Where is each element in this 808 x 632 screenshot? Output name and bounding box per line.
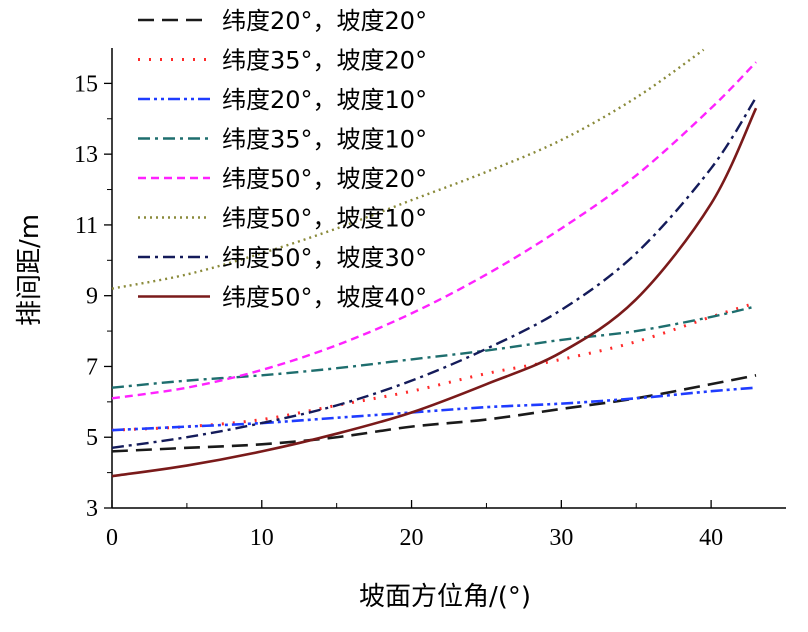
legend-entry-6: 纬度50°，坡度10°: [222, 205, 427, 233]
x-tick-label: 20: [400, 525, 424, 551]
x-tick-label: 0: [106, 525, 118, 551]
series-line-3: [111, 386, 757, 432]
legend-entry-7: 纬度50°，坡度30°: [222, 244, 427, 272]
series-line-4: [111, 305, 757, 389]
y-tick-label: 7: [86, 354, 98, 380]
series-line-2: [111, 301, 757, 432]
series-line-6: [111, 48, 705, 290]
y-tick-label: 11: [75, 213, 98, 239]
legend-entry-2: 纬度35°，坡度20°: [222, 47, 427, 75]
legend: 纬度20°，坡度20° 纬度35°，坡度20° 纬度20°，坡度10° 纬度35°，坡…: [138, 7, 427, 312]
legend-entry-1: 纬度20°，坡度20°: [222, 7, 427, 35]
tick-marks: [104, 82, 712, 509]
legend-entry-5: 纬度50°，坡度20°: [222, 165, 427, 193]
x-axis-label: 坡面方位角/(°): [359, 582, 531, 612]
y-tick-label: 9: [86, 284, 98, 310]
series-lines: [111, 48, 758, 478]
series-line-5: [111, 61, 757, 400]
y-tick-label: 15: [74, 71, 98, 97]
series-line-8: [111, 107, 758, 478]
series-line-1: [111, 374, 757, 453]
legend-entry-3: 纬度20°，坡度10°: [222, 86, 427, 114]
x-tick-label: 30: [549, 525, 573, 551]
legend-entry-4: 纬度35°，坡度10°: [222, 126, 427, 154]
x-tick-label: 40: [699, 525, 723, 551]
y-axis-label: 排间距/m: [15, 214, 45, 326]
y-tick-label: 3: [86, 496, 98, 522]
axes: [111, 48, 786, 509]
x-tick-label: 10: [250, 525, 274, 551]
y-tick-label: 13: [74, 142, 98, 168]
legend-entry-8: 纬度50°，坡度40°: [222, 284, 427, 312]
series-line-7: [111, 96, 758, 450]
tick-labels: 0 10 20 30 40 3 5 7 9 11 13 15: [74, 71, 723, 551]
y-tick-label: 5: [86, 425, 98, 451]
